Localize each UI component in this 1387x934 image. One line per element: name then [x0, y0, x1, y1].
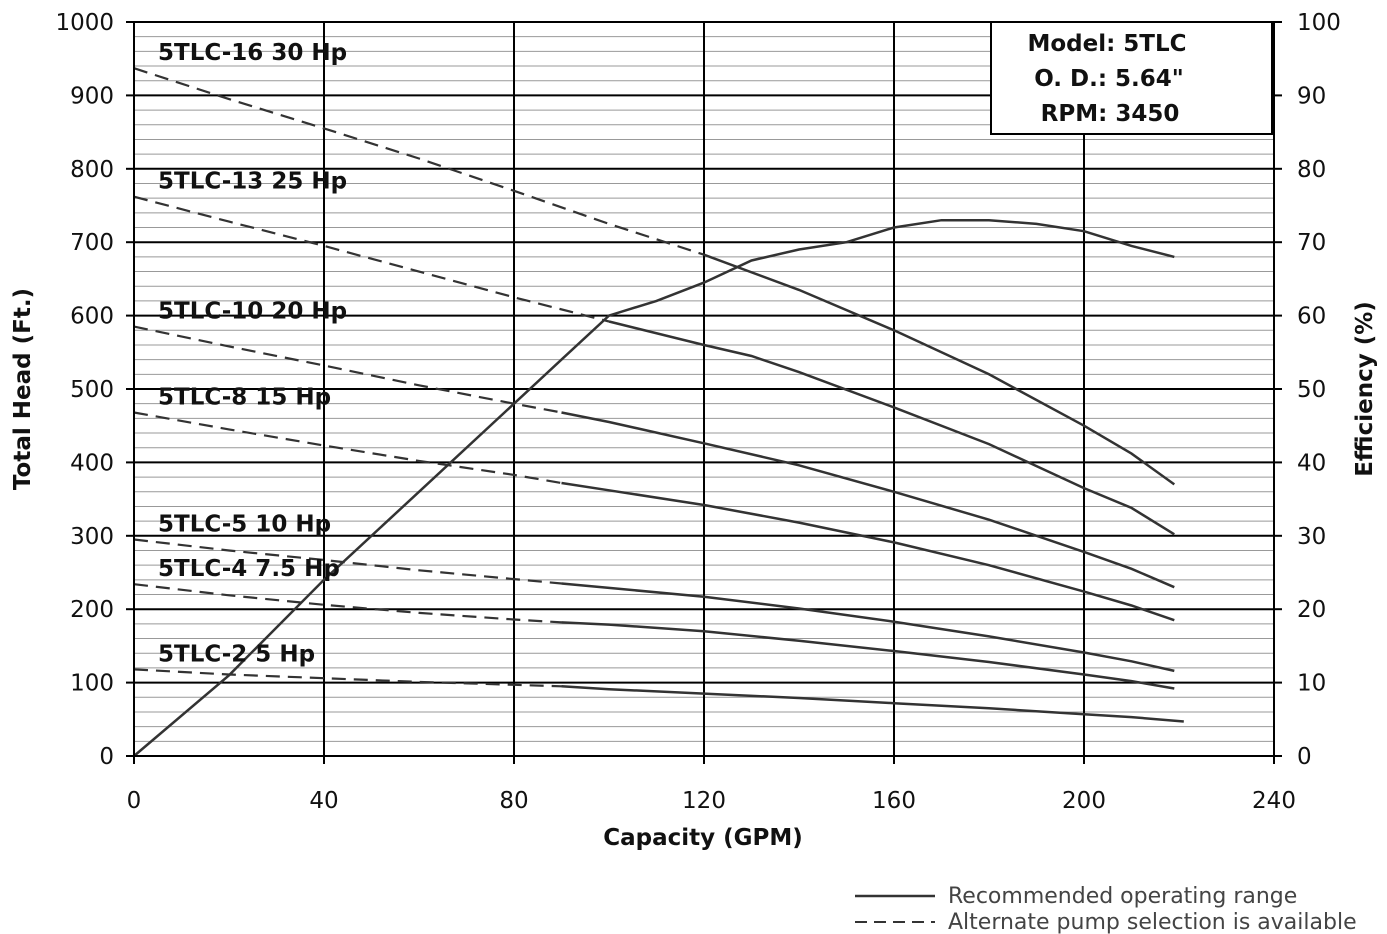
y-tick-label: 600 [70, 304, 114, 330]
x-tick-label: 0 [127, 788, 142, 814]
curve-5tlc-4-7-5-hp-dashed [133, 583, 562, 624]
y2-tick-label: 30 [1297, 524, 1326, 550]
legend: Recommended operating range Alternate pu… [855, 884, 1357, 934]
curve-label: 5TLC-16 30 Hp [158, 40, 347, 66]
y2-tick-label: 90 [1297, 83, 1326, 109]
y2-tick-label: 100 [1297, 10, 1341, 36]
x-tick-label: 40 [309, 788, 338, 814]
y2-tick-label: 20 [1297, 597, 1326, 623]
y-tick-label: 0 [99, 744, 114, 770]
y-tick-label: 300 [70, 524, 114, 550]
axis-ticks: 0 40 80 120 160 200 24001002003004005006007008… [55, 10, 1340, 814]
y2-tick-label: 80 [1297, 157, 1326, 183]
curve-5tlc-5-10-hp-dashed [133, 538, 562, 585]
y2-tick-label: 40 [1297, 450, 1326, 476]
curve-label: 5TLC-13 25 Hp [158, 169, 347, 195]
x-axis-title: Capacity (GPM) [603, 825, 803, 851]
y2-tick-label: 60 [1297, 304, 1326, 330]
y-tick-label: 100 [70, 671, 114, 697]
rpm-line: RPM: 3450 [1041, 101, 1180, 127]
y-tick-label: 900 [70, 83, 114, 109]
major-grid [134, 22, 1274, 756]
x-tick-label: 120 [682, 788, 726, 814]
y2-tick-label: 0 [1297, 744, 1312, 770]
legend-dashed-label: Alternate pump selection is available [948, 910, 1357, 934]
curve-5tlc-5-10-hp-solid [561, 582, 1175, 673]
x-tick-label: 200 [1062, 788, 1106, 814]
y-tick-label: 800 [70, 157, 114, 183]
y-tick-label: 500 [70, 377, 114, 403]
curve-label: 5TLC-8 15 Hp [158, 384, 331, 410]
curve-5tlc-16-30-hp-solid [703, 253, 1176, 486]
curve-5tlc-13-25-hp-dashed [133, 195, 610, 323]
curve-5tlc-8-15-hp-solid [561, 481, 1175, 622]
curve-5tlc-2-5-hp-solid [561, 685, 1184, 723]
y-axis-title: Total Head (Ft.) [10, 288, 36, 490]
curve-5tlc-16-30-hp-dashed [133, 67, 705, 256]
curve-label: 5TLC-5 10 Hp [158, 511, 331, 537]
curve-5tlc-10-20-hp-dashed [133, 325, 562, 414]
curve-label: 5TLC-4 7.5 Hp [158, 556, 340, 582]
model-line: Model: 5TLC [1027, 31, 1186, 57]
curve-5tlc-2-5-hp-dashed [133, 668, 562, 688]
curve-5tlc-10-20-hp-solid [561, 411, 1175, 589]
x-tick-label: 80 [499, 788, 528, 814]
y-tick-label: 700 [70, 230, 114, 256]
pump-curves [133, 67, 1184, 757]
y-tick-label: 200 [70, 597, 114, 623]
curve-label: 5TLC-2 5 Hp [158, 641, 315, 667]
model-info-box: Model: 5TLC O. D.: 5.64" RPM: 3450 [990, 21, 1273, 135]
y2-tick-label: 70 [1297, 230, 1326, 256]
curve-labels: 5TLC-16 30 Hp 5TLC-13 25 Hp 5TLC-10 20 Hp 5… [158, 40, 347, 667]
y2-tick-label: 50 [1297, 377, 1326, 403]
od-line: O. D.: 5.64" [1034, 66, 1184, 92]
x-tick-label: 240 [1252, 788, 1296, 814]
y2-axis-title: Efficiency (%) [1352, 301, 1378, 477]
curve-5tlc-4-7-5-hp-solid [561, 621, 1175, 690]
y-tick-label: 400 [70, 450, 114, 476]
curve-efficiency [133, 218, 1175, 757]
x-tick-label: 160 [872, 788, 916, 814]
legend-solid-label: Recommended operating range [948, 884, 1297, 909]
curve-label: 5TLC-10 20 Hp [158, 299, 347, 325]
y2-tick-label: 10 [1297, 671, 1326, 697]
curve-5tlc-13-25-hp-solid [608, 320, 1175, 536]
model-box-frame [990, 21, 1273, 135]
y-tick-label: 1000 [55, 10, 114, 36]
